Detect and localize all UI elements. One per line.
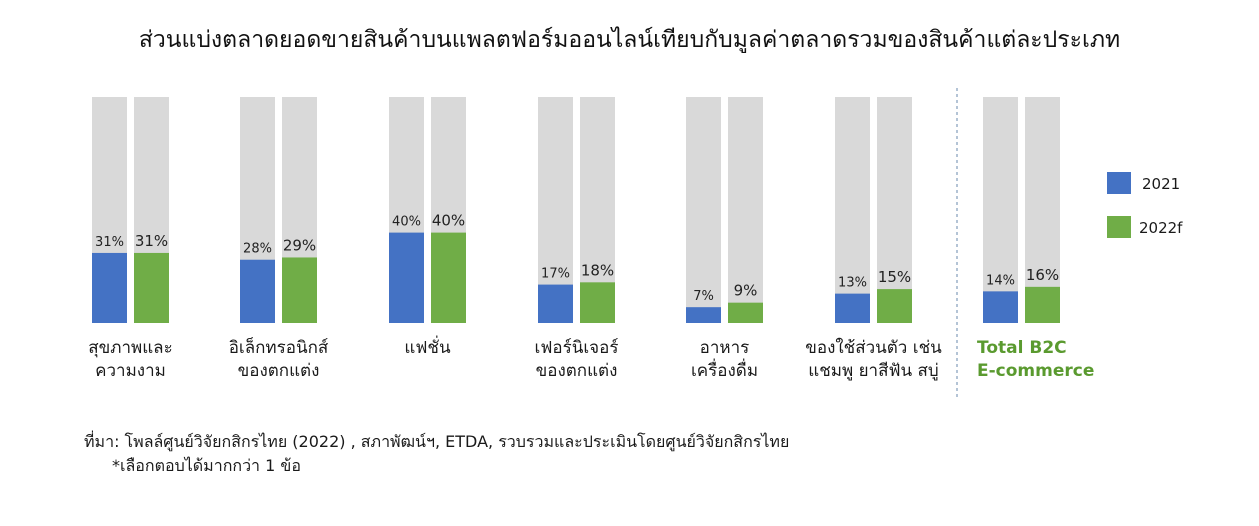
chart-title: ส่วนแบ่งตลาดยอดขายสินค้าบนแพลตฟอร์มออนไล… bbox=[138, 27, 1121, 53]
value-label-2022f-0: 31% bbox=[135, 232, 168, 250]
value-label-2022f-2: 40% bbox=[432, 212, 465, 230]
bar-2021-4 bbox=[686, 307, 721, 323]
category-label-line: อิเล็กทรอนิกส์ bbox=[229, 336, 329, 358]
category-label-line: เฟอร์นิเจอร์ bbox=[535, 338, 619, 358]
value-label-2022f-5: 15% bbox=[878, 268, 911, 286]
category-label-3: เฟอร์นิเจอร์ของตกแต่ง bbox=[535, 338, 619, 381]
category-label-6: Total B2C E-commerce bbox=[977, 338, 1094, 381]
category-label-line: เครื่องดื่ม bbox=[691, 358, 758, 381]
bar-2021-6 bbox=[983, 291, 1018, 323]
background-bar-4-1 bbox=[728, 97, 763, 323]
value-labels-group: 31% 31% 28% 29% 40% 40% 17% 18% 7% 9% 13% 15% 14% 16% bbox=[95, 212, 1059, 305]
value-label-2022f-6: 16% bbox=[1026, 266, 1059, 284]
legend-swatch-2022f bbox=[1107, 216, 1131, 238]
category-label-line: ของตกแต่ง bbox=[536, 361, 618, 381]
bar-2022f-2 bbox=[431, 232, 466, 323]
category-label-2: แฟชั่น bbox=[404, 335, 451, 358]
legend-label-2022f: 2022f bbox=[1139, 219, 1183, 237]
bar-2022f-4 bbox=[728, 302, 763, 323]
value-label-2021-4: 7% bbox=[693, 289, 714, 304]
bar-2021-5 bbox=[835, 293, 870, 323]
category-label-line: ของใช้ส่วนตัว เช่น bbox=[805, 337, 942, 358]
value-label-2021-2: 40% bbox=[392, 215, 421, 230]
category-label-line: ความงาม bbox=[95, 361, 166, 381]
category-label-line: แฟชั่น bbox=[404, 335, 451, 358]
category-label-line: แชมพู ยาสีฟัน สบู่ bbox=[808, 361, 938, 381]
bar-2022f-0 bbox=[134, 252, 169, 323]
category-label-line: อาหาร bbox=[700, 338, 750, 358]
bar-2022f-5 bbox=[877, 289, 912, 323]
value-label-2021-3: 17% bbox=[541, 267, 570, 282]
category-label-4: อาหารเครื่องดื่ม bbox=[691, 338, 758, 381]
legend: 2021 2022f bbox=[1107, 172, 1183, 238]
category-label-line: Total B2C bbox=[977, 338, 1067, 358]
category-label-5: ของใช้ส่วนตัว เช่นแชมพู ยาสีฟัน สบู่ bbox=[805, 337, 942, 381]
value-label-2021-0: 31% bbox=[95, 235, 124, 250]
bar-2022f-3 bbox=[580, 282, 615, 323]
background-bar-5-0 bbox=[835, 97, 870, 323]
bar-2022f-6 bbox=[1025, 286, 1060, 323]
bar-2021-2 bbox=[389, 232, 424, 323]
category-label-1: อิเล็กทรอนิกส์ของตกแต่ง bbox=[229, 336, 329, 381]
bar-2021-3 bbox=[538, 284, 573, 323]
bars-group bbox=[92, 97, 1060, 323]
legend-swatch-2021 bbox=[1107, 172, 1131, 194]
value-label-2021-1: 28% bbox=[243, 242, 272, 257]
background-bar-6-0 bbox=[983, 97, 1018, 323]
value-label-2022f-1: 29% bbox=[283, 236, 316, 254]
category-label-line: สุขภาพและ bbox=[88, 338, 172, 358]
bar-2022f-1 bbox=[282, 257, 317, 323]
background-bar-6-1 bbox=[1025, 97, 1060, 323]
bar-2021-0 bbox=[92, 252, 127, 323]
bar-2021-1 bbox=[240, 259, 275, 323]
source-note: ที่มา: โพลล์ศูนย์วิจัยกสิกรไทย (2022) , … bbox=[84, 432, 790, 451]
background-bar-4-0 bbox=[686, 97, 721, 323]
value-label-2022f-3: 18% bbox=[581, 261, 614, 279]
background-bar-5-1 bbox=[877, 97, 912, 323]
value-label-2022f-4: 9% bbox=[734, 282, 758, 300]
category-label-0: สุขภาพและความงาม bbox=[88, 338, 172, 381]
value-label-2021-5: 13% bbox=[838, 276, 867, 291]
category-label-line: E-commerce bbox=[977, 361, 1094, 381]
multiple-answer-note: *เลือกตอบได้มากกว่า 1 ข้อ bbox=[112, 456, 301, 475]
category-label-line: ของตกแต่ง bbox=[238, 361, 320, 381]
category-labels-group: สุขภาพและความงามอิเล็กทรอนิกส์ของตกแต่งแ… bbox=[88, 335, 1094, 381]
value-label-2021-6: 14% bbox=[986, 273, 1015, 288]
legend-label-2021: 2021 bbox=[1142, 175, 1180, 193]
